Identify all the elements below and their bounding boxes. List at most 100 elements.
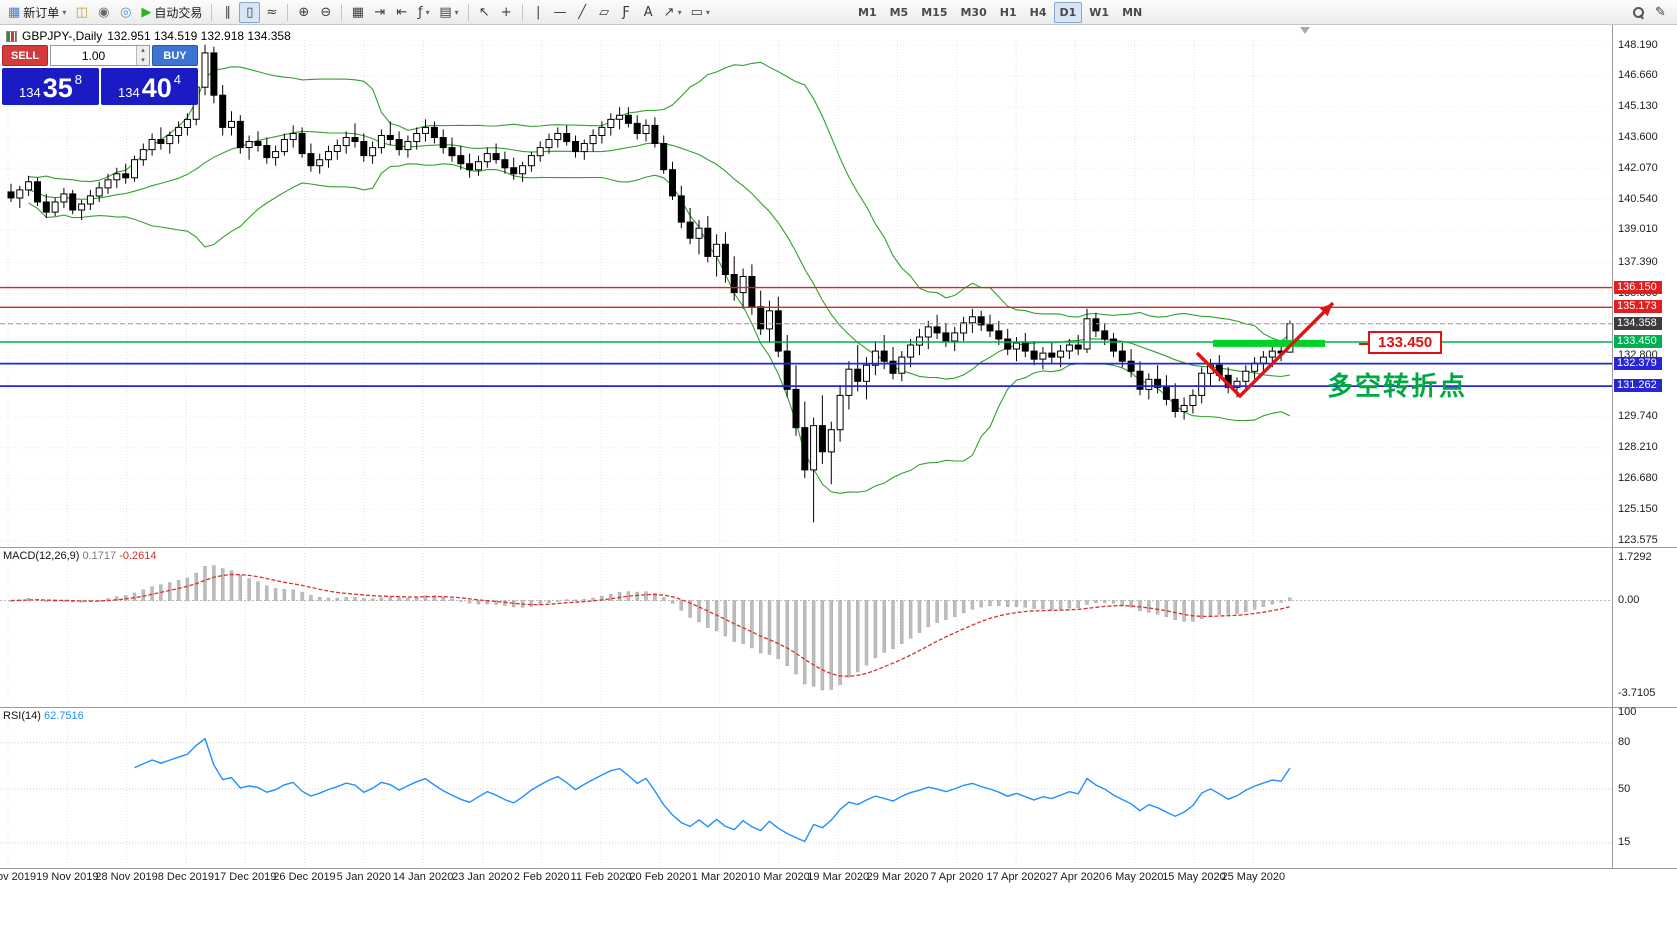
panel-divider-bottom[interactable] [0, 868, 1677, 869]
date-label: 14 Jan 2020 [392, 871, 454, 883]
template-icon: ▤ [439, 4, 452, 20]
timeframe-group: M1 M5 M15 M30 H1 H4 D1 W1 MN [852, 2, 1148, 23]
vertical-line-button[interactable]: | [528, 2, 549, 23]
autotrade-button[interactable]: ▶ 自动交易 [137, 2, 206, 23]
volume-input[interactable]: 1.00 ▴ ▾ [50, 45, 150, 66]
price-tick-label: 142.070 [1618, 161, 1658, 174]
date-label: 2 Feb 2020 [513, 871, 570, 883]
chart-shift-button[interactable]: ⇤ [391, 2, 412, 23]
date-label: 17 Dec 2019 [213, 871, 277, 883]
accounts-button[interactable]: ◉ [93, 2, 114, 23]
search-button[interactable] [1628, 2, 1649, 23]
timeframe-d1[interactable]: D1 [1053, 2, 1083, 23]
templates-button[interactable]: ▤ ▾ [435, 2, 462, 23]
sell-button[interactable]: SELL [2, 45, 48, 66]
price-axis[interactable]: 148.190 146.660 145.130 143.600 142.070 140.5… [1613, 0, 1677, 949]
zoom-out-button[interactable]: ⊖ [315, 2, 336, 23]
indicators-button[interactable]: ƒ ▾ [413, 2, 434, 23]
quick-edit-button[interactable]: ✎ [1650, 2, 1671, 23]
timeframe-w1[interactable]: W1 [1089, 6, 1110, 19]
turning-point-label[interactable]: 多空转折点 [1327, 371, 1468, 401]
trend-arrow-head [1319, 303, 1333, 317]
volume-spinner: ▴ ▾ [136, 46, 149, 65]
search-icon-handle [1638, 14, 1644, 19]
price-callout[interactable]: 133.450 [1358, 331, 1443, 354]
new-order-button[interactable]: ▦ 新订单 ▾ [4, 2, 70, 23]
community-button[interactable]: ◎ [115, 2, 136, 23]
channel-icon: ▱ [599, 4, 610, 20]
price-tick-label: 140.540 [1618, 192, 1658, 205]
timeframe-m5[interactable]: M5 [889, 6, 909, 19]
rsi-name: RSI(14) [3, 710, 41, 722]
symbol-period-label: GBPJPY-,Daily [22, 29, 103, 43]
chart-canvas[interactable] [0, 25, 1677, 949]
price-axis-separator[interactable] [1612, 25, 1613, 868]
bar-chart-button[interactable]: ∥ [217, 2, 238, 23]
macd-value-2: -0.2614 [119, 550, 157, 562]
text-button[interactable]: A [638, 2, 659, 23]
volume-down-button[interactable]: ▾ [137, 55, 149, 65]
panel-divider-rsi[interactable] [0, 707, 1677, 708]
rsi-axis-label: 15 [1618, 836, 1631, 849]
price-tick-label: 146.660 [1618, 69, 1658, 82]
text-icon: A [643, 4, 653, 20]
shapes-button[interactable]: ▭ ▾ [687, 2, 714, 23]
horizontal-line-button[interactable]: — [550, 2, 571, 23]
date-label: 17 Apr 2020 [986, 871, 1046, 883]
date-label: 29 Mar 2020 [866, 871, 929, 883]
fibonacci-icon: Ƒ [622, 4, 630, 20]
channel-button[interactable]: ▱ [594, 2, 615, 23]
zoom-in-button[interactable]: ⊕ [293, 2, 314, 23]
line-chart-icon: ≈ [266, 4, 278, 20]
bid-big-digits: 35 [42, 73, 73, 103]
date-label: 1 Mar 2020 [691, 871, 748, 883]
price-tick-label: 125.150 [1618, 502, 1658, 515]
chevron-down-icon: ▾ [425, 7, 430, 17]
price-tick-label: 129.740 [1618, 410, 1658, 423]
grid-button[interactable]: ▦ [347, 2, 368, 23]
bb-upper [28, 61, 1291, 342]
candle-wicks [10, 44, 1291, 523]
macd-value-1: 0.1717 [82, 550, 117, 562]
buy-button[interactable]: BUY [152, 45, 198, 66]
crosshair-button[interactable]: + [496, 2, 517, 23]
depth-of-market-button[interactable]: ◫ [71, 2, 92, 23]
timeframe-m15[interactable]: M15 [921, 6, 948, 19]
date-label: 28 Nov 2019 [95, 871, 158, 883]
timeframe-h1[interactable]: H1 [999, 6, 1017, 19]
price-tick-label: 139.010 [1618, 223, 1658, 236]
cursor-icon: ↖ [478, 4, 490, 20]
timeframe-mn[interactable]: MN [1122, 6, 1143, 19]
panel-divider-macd[interactable] [0, 547, 1677, 548]
bid-price-button[interactable]: 134 35 8 [2, 68, 99, 105]
user-icon: ◉ [98, 4, 110, 20]
arrows-button[interactable]: ↗ ▾ [660, 2, 686, 23]
cursor-button[interactable]: ↖ [474, 2, 495, 23]
timeframe-h4[interactable]: H4 [1029, 6, 1047, 19]
candle-chart-button[interactable]: ▯ [239, 1, 261, 23]
date-label: 7 Apr 2020 [930, 871, 984, 883]
chart-shift-marker[interactable] [1300, 27, 1310, 34]
trend-arrow[interactable] [1195, 301, 1335, 399]
auto-scroll-button[interactable]: ⇥ [369, 2, 390, 23]
rsi-value: 62.7516 [43, 710, 84, 722]
crosshair-icon: + [500, 4, 512, 20]
ask-price-button[interactable]: 134 40 4 [101, 68, 198, 105]
line-chart-button[interactable]: ≈ [261, 2, 282, 23]
date-label: 10 Mar 2020 [748, 871, 810, 883]
date-label: 19 Nov 2019 [36, 871, 99, 883]
price-line-label-135.173: 135.173 [1614, 300, 1662, 314]
trendline-button[interactable]: ╱ [572, 2, 593, 23]
date-label: 6 May 2020 [1105, 871, 1164, 883]
price-tick-label: 148.190 [1618, 38, 1658, 51]
price-tick-label: 137.390 [1618, 256, 1658, 269]
price-tick-label: 123.575 [1618, 534, 1658, 547]
rsi-indicator-label: RSI(14) 62.7516 [3, 710, 84, 722]
chevron-down-icon: ▾ [705, 7, 710, 17]
timeframe-m1[interactable]: M1 [858, 6, 877, 19]
fibonacci-button[interactable]: Ƒ [616, 2, 637, 23]
volume-up-button[interactable]: ▴ [137, 46, 149, 56]
highlight-zone[interactable] [1213, 339, 1325, 347]
timeframe-m30[interactable]: M30 [960, 6, 987, 19]
